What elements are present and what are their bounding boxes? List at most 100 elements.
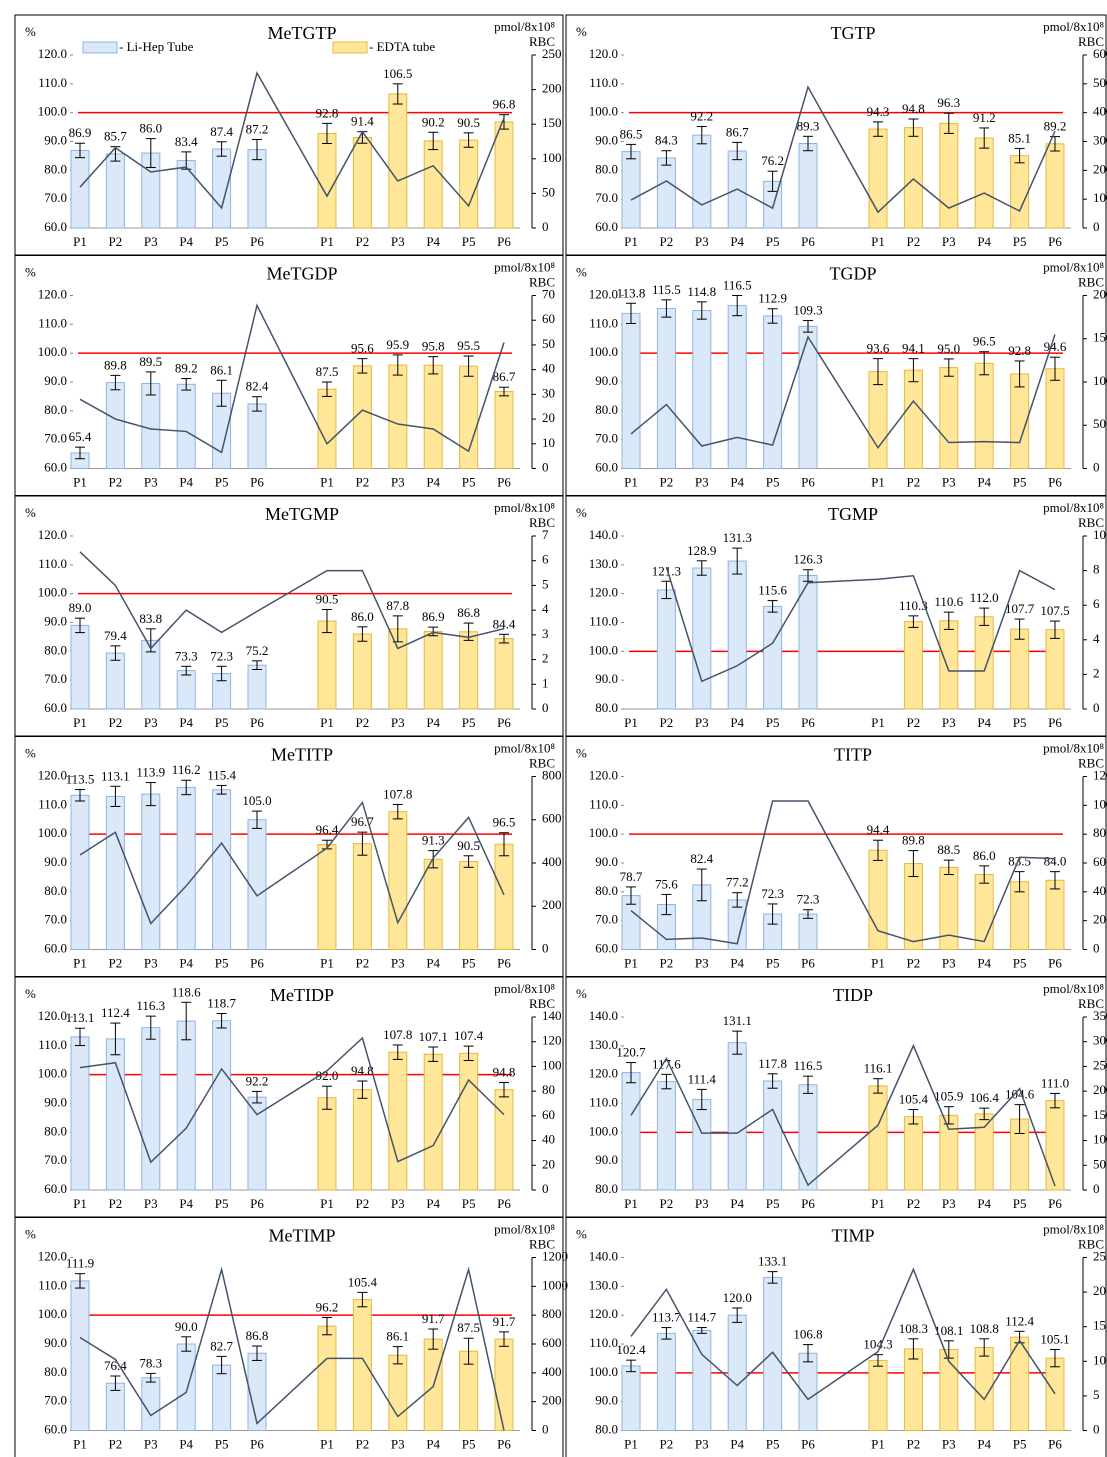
- value-label: 113.1: [66, 1010, 95, 1025]
- value-label: 82.4: [690, 851, 713, 866]
- y-tick-label: 110.0: [589, 613, 618, 628]
- bar: [317, 1325, 337, 1431]
- bar: [459, 1052, 479, 1191]
- chart-title: TIMP: [831, 1226, 874, 1246]
- x-tick-label: P5: [766, 474, 780, 489]
- bar: [727, 1042, 747, 1191]
- y2-axis-label: RBC: [529, 34, 555, 49]
- x-tick-label: P2: [356, 1436, 370, 1451]
- y-tick-label: 100.0: [38, 585, 67, 600]
- value-label: 89.5: [139, 354, 162, 369]
- value-label: 111.9: [66, 1256, 94, 1271]
- y-tick-label: 120.0: [589, 1066, 618, 1081]
- x-tick-label: P2: [660, 1436, 674, 1451]
- value-label: 78.3: [139, 1355, 162, 1370]
- value-label: 111.0: [1041, 1075, 1069, 1090]
- y2-tick-label: 60: [1093, 854, 1106, 869]
- bar: [692, 567, 712, 710]
- value-label: 92.2: [246, 1073, 269, 1088]
- y2-axis-label: pmol/8x10⁸: [494, 19, 555, 34]
- y-tick-label: 110.0: [589, 1335, 618, 1350]
- y-tick-label: 60.0: [44, 1421, 67, 1436]
- y2-tick-label: 20: [542, 1156, 555, 1171]
- y-axis-label: %: [25, 24, 36, 39]
- y-tick-label: 110.0: [38, 75, 67, 90]
- y-tick-label: 80.0: [595, 161, 618, 176]
- bar: [247, 819, 267, 950]
- x-tick-label: P3: [942, 1436, 956, 1451]
- value-label: 94.3: [867, 104, 890, 119]
- y2-axis-label: pmol/8x10⁸: [494, 259, 555, 274]
- line-series: [79, 551, 505, 650]
- value-label: 113.7: [652, 1310, 681, 1325]
- bar: [656, 157, 676, 229]
- x-tick-label: P6: [497, 955, 511, 970]
- legend-label: - EDTA tube: [369, 39, 435, 54]
- value-label: 92.8: [316, 105, 339, 120]
- value-label: 82.4: [246, 379, 269, 394]
- chart-title: TGMP: [828, 504, 878, 524]
- bar: [459, 631, 479, 710]
- bar: [247, 403, 267, 469]
- y2-tick-label: 0: [1093, 700, 1100, 715]
- bar: [763, 605, 783, 710]
- bar: [727, 1314, 747, 1431]
- bar: [974, 874, 994, 950]
- x-tick-label: P4: [426, 234, 440, 249]
- value-label: 86.9: [422, 609, 445, 624]
- value-label: 91.4: [351, 114, 374, 129]
- bar: [176, 1020, 196, 1191]
- value-label: 86.9: [69, 125, 92, 140]
- value-label: 113.9: [136, 765, 165, 780]
- y2-tick-label: 20: [1093, 1283, 1106, 1298]
- y-tick-label: 120.0: [589, 585, 618, 600]
- x-tick-label: P3: [391, 1196, 405, 1211]
- bar: [212, 789, 232, 950]
- x-tick-label: P3: [391, 715, 405, 730]
- y2-tick-label: 70: [542, 286, 555, 301]
- value-label: 120.7: [616, 1045, 646, 1060]
- x-tick-label: P1: [871, 715, 885, 730]
- y-tick-label: 70.0: [44, 1152, 67, 1167]
- y2-tick-label: 200: [542, 897, 562, 912]
- y2-tick-label: 800: [542, 767, 562, 782]
- x-tick-label: P4: [179, 715, 193, 730]
- bar: [763, 1276, 783, 1432]
- y2-axis-label: pmol/8x10⁸: [494, 500, 555, 515]
- bar: [621, 1365, 641, 1431]
- x-tick-label: P4: [977, 955, 991, 970]
- x-tick-label: P5: [1013, 1196, 1027, 1211]
- value-label: 84.4: [493, 616, 516, 631]
- x-tick-label: P5: [215, 474, 229, 489]
- value-label: 86.7: [726, 124, 749, 139]
- y-tick-label: 90.0: [44, 1094, 67, 1109]
- bar: [247, 1352, 267, 1432]
- y2-tick-label: 200: [542, 81, 562, 96]
- x-tick-label: P3: [942, 1196, 956, 1211]
- chart-title: TITP: [834, 745, 872, 765]
- y-tick-label: 100.0: [38, 104, 67, 119]
- y2-tick-label: 1: [542, 675, 549, 690]
- bar: [352, 1299, 372, 1432]
- y-tick-label: 120.0: [589, 1306, 618, 1321]
- bar: [939, 1114, 959, 1191]
- value-label: 112.4: [101, 1005, 130, 1020]
- value-label: 92.8: [1008, 343, 1031, 358]
- y-tick-label: 110.0: [38, 1037, 67, 1052]
- y2-axis-label: pmol/8x10⁸: [494, 981, 555, 996]
- y2-axis-label: pmol/8x10⁸: [1043, 740, 1104, 755]
- y2-tick-label: 800: [542, 1306, 562, 1321]
- value-label: 88.5: [937, 842, 960, 857]
- y2-tick-label: 150: [1093, 1107, 1107, 1122]
- x-tick-label: P5: [766, 1436, 780, 1451]
- value-label: 93.6: [867, 341, 890, 356]
- value-label: 105.1: [1040, 1331, 1069, 1346]
- bar: [70, 794, 90, 950]
- y-tick-label: 90.0: [44, 854, 67, 869]
- value-label: 128.9: [687, 543, 716, 558]
- value-label: 91.7: [422, 1311, 445, 1326]
- y-tick-label: 110.0: [38, 556, 67, 571]
- x-tick-label: P2: [109, 474, 123, 489]
- x-tick-label: P1: [320, 1196, 334, 1211]
- x-tick-label: P3: [695, 1436, 709, 1451]
